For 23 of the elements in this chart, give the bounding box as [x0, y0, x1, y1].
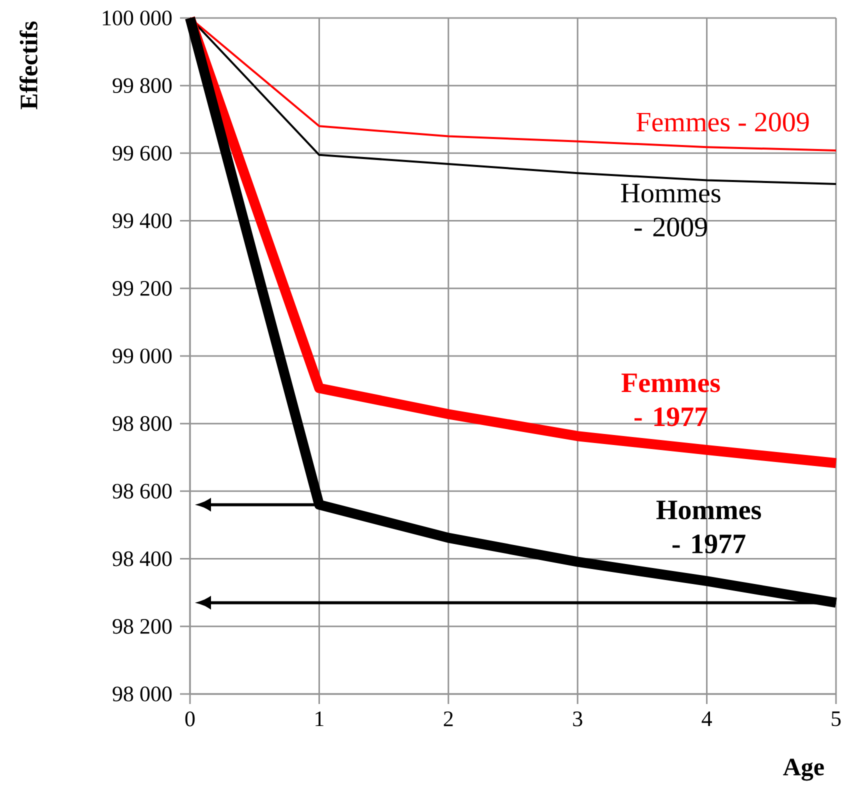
x-tick-label: 2 — [444, 712, 453, 726]
x-tick-label: 4 — [702, 712, 712, 726]
y-tick-label: 99 600 — [112, 146, 172, 161]
y-tick-label: 99 800 — [112, 78, 172, 94]
series-label: Femmes - 1977 — [622, 374, 720, 426]
y-tick-label: 99 200 — [112, 280, 172, 296]
x-tick-label: 3 — [573, 712, 582, 726]
x-axis-title: Age — [783, 758, 824, 781]
x-tick-label: 5 — [832, 712, 841, 726]
y-tick-label: 98 800 — [112, 416, 172, 432]
x-tick-label: 1 — [316, 712, 324, 726]
series-label: Hommes - 2009 — [621, 184, 720, 237]
y-tick-label: 99 400 — [112, 213, 172, 228]
y-tick-label: 98 400 — [112, 551, 172, 566]
y-tick-label: 98 600 — [112, 484, 172, 499]
x-tick-label: 0 — [185, 712, 195, 726]
y-tick-label: 98 000 — [112, 686, 172, 702]
y-tick-label: 99 000 — [112, 348, 172, 364]
y-tick-label: 100 000 — [102, 10, 172, 26]
series-label: Femmes - 2009 — [636, 112, 809, 132]
y-axis-title: Effectifs — [20, 22, 38, 110]
series-label: Hommes - 1977 — [656, 500, 761, 554]
y-tick-label: 98 200 — [112, 618, 172, 634]
